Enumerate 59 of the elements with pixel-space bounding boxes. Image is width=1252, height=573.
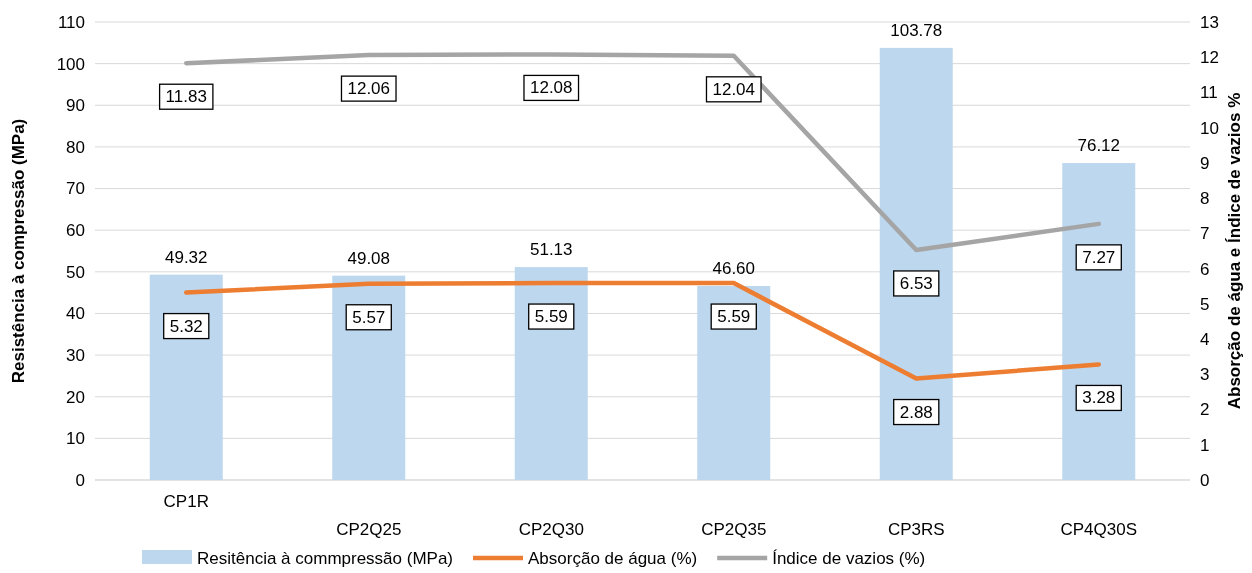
y2-axis-title: Absorção de água e Índice de vazios % xyxy=(1225,92,1244,410)
data-label: 46.60 xyxy=(712,258,756,278)
y-tick-label: 40 xyxy=(66,304,85,324)
y2-tick-label: 6 xyxy=(1200,259,1210,279)
y2-tick-label: 0 xyxy=(1200,470,1210,490)
data-label: 103.78 xyxy=(890,20,943,40)
data-label: 5.59 xyxy=(534,307,568,327)
y-tick-label: 60 xyxy=(66,221,85,241)
data-label: 3.28 xyxy=(1082,388,1116,408)
data-label: 7.27 xyxy=(1082,247,1116,267)
y2-tick-label: 2 xyxy=(1200,400,1210,420)
x-tick-label: CP3RS xyxy=(887,520,945,539)
y-tick-label: 80 xyxy=(66,137,85,157)
y2-tick-label: 7 xyxy=(1200,224,1210,244)
data-label: 11.83 xyxy=(165,87,207,107)
y2-tick-label: 13 xyxy=(1200,12,1219,32)
y2-tick-label: 12 xyxy=(1200,48,1219,68)
y-tick-label: 20 xyxy=(66,387,85,407)
bar xyxy=(697,285,771,480)
y2-tick-label: 10 xyxy=(1200,118,1219,138)
y2-tick-label: 5 xyxy=(1200,294,1210,314)
bar xyxy=(879,47,953,480)
y-tick-label: 30 xyxy=(66,346,85,366)
y-tick-label: 70 xyxy=(66,179,85,199)
bar xyxy=(332,275,406,480)
data-label: 5.32 xyxy=(169,316,203,336)
data-label: 5.59 xyxy=(717,307,751,327)
x-tick-label: CP4Q30S xyxy=(1060,520,1138,539)
data-label: 49.32 xyxy=(164,247,208,267)
data-label: 49.08 xyxy=(347,248,391,268)
legend-label: Índice de vazios (%) xyxy=(772,549,926,568)
x-tick-label: CP2Q35 xyxy=(701,520,767,539)
y-tick-label: 100 xyxy=(56,54,85,74)
y-tick-label: 0 xyxy=(75,470,85,490)
data-label: 6.53 xyxy=(899,273,933,293)
y2-tick-label: 9 xyxy=(1200,153,1210,173)
data-label: 12.04 xyxy=(712,79,756,99)
y2-tick-label: 3 xyxy=(1200,365,1210,385)
x-tick-label: CP2Q25 xyxy=(336,520,402,539)
x-tick-label: CP2Q30 xyxy=(518,520,584,539)
y2-tick-label: 11 xyxy=(1200,83,1218,103)
data-label: 51.13 xyxy=(529,240,573,260)
y2-tick-label: 1 xyxy=(1200,435,1210,455)
data-label: 12.08 xyxy=(529,78,573,98)
data-label: 12.06 xyxy=(347,79,391,99)
y-tick-label: 90 xyxy=(66,96,85,116)
y-tick-label: 10 xyxy=(66,429,85,449)
data-label: 2.88 xyxy=(899,402,933,422)
y2-tick-label: 8 xyxy=(1200,189,1210,209)
y-axis-title: Resistência à compressão (MPa) xyxy=(9,118,28,384)
y-tick-label: 110 xyxy=(57,12,85,32)
y2-tick-label: 4 xyxy=(1200,330,1210,350)
legend-label: Resitência à commpressão (MPa) xyxy=(197,549,454,568)
bar xyxy=(514,267,588,480)
x-tick-label: CP1R xyxy=(163,492,209,511)
y-tick-label: 50 xyxy=(66,262,85,282)
legend-label: Absorção de água (%) xyxy=(528,549,698,568)
data-label: 76.12 xyxy=(1077,136,1121,156)
data-label: 5.57 xyxy=(352,307,386,327)
